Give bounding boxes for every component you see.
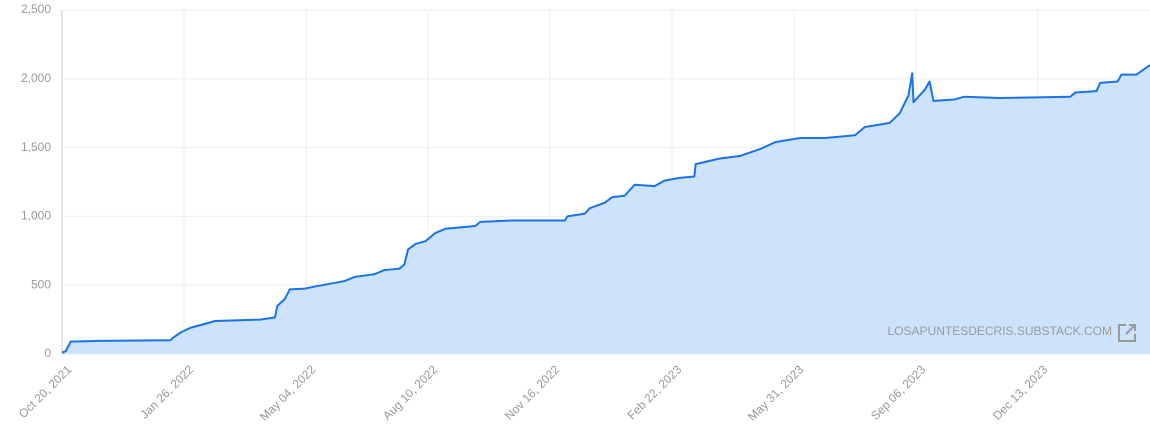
x-tick-label: May 04, 2022 [257,362,319,424]
line [61,64,1150,354]
icon-box [1118,324,1136,342]
external-link-icon[interactable] [1118,324,1136,342]
y-tick-label: 0 [44,346,51,360]
watermark: LOSAPUNTESDECRIS.SUBSTACK.COM [888,324,1112,338]
x-tick-label: Jan 26, 2022 [137,362,196,421]
x-tick-label: Nov 16, 2022 [502,362,563,423]
y-tick-label: 500 [31,277,51,291]
y-tick-label: 2,500 [21,2,51,16]
x-tick-label: Oct 20, 2021 [16,362,75,421]
icon-arrow [1125,324,1136,335]
x-tick-label: Sep 06, 2023 [868,362,929,423]
area [62,65,1150,354]
x-tick-label: Dec 13, 2023 [990,362,1051,423]
y-tick-label: 1,500 [21,140,51,154]
y-tick-label: 2,000 [21,71,51,85]
x-tick-label: May 31, 2023 [745,362,807,424]
x-tick-label: Feb 22, 2023 [624,362,684,422]
x-tick-label: Aug 10, 2022 [380,362,441,423]
y-tick-label: 1,000 [21,209,51,223]
